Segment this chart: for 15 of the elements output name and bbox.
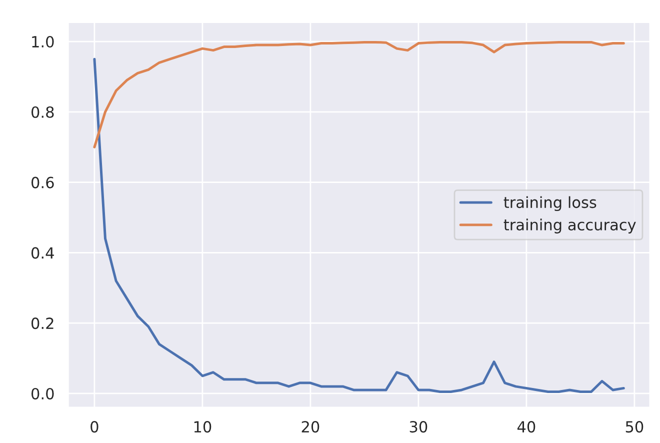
y-tick-label: 0.4 (31, 247, 54, 259)
y-tick-label: 0.2 (31, 318, 54, 330)
line-series (93, 40, 625, 148)
legend-label: training accuracy (504, 218, 636, 234)
x-tick-label: 50 (626, 421, 644, 433)
x-tick-label: 20 (302, 421, 320, 433)
x-tick-label: 30 (410, 421, 428, 433)
y-tick-label: 1.0 (32, 36, 54, 48)
y-tick-label: 0.6 (31, 176, 54, 188)
x-tick-label: 0 (90, 421, 98, 433)
y-tick-label: 0.8 (31, 106, 54, 118)
x-tick-label: 10 (194, 421, 212, 433)
y-tick-label: 0.0 (31, 388, 54, 400)
legend-label: training loss (504, 196, 596, 212)
x-tick-label: 40 (517, 421, 536, 433)
